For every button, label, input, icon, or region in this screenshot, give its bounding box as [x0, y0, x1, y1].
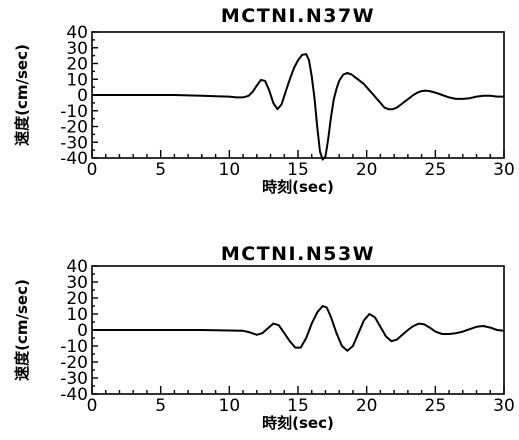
y-axis-label: 速度(cm/sec)	[13, 44, 31, 146]
y-tick-label: 30	[66, 39, 88, 59]
x-tick-label: 30	[493, 396, 515, 416]
y-tick-label: -30	[60, 133, 88, 153]
x-tick-label: 20	[356, 396, 378, 416]
x-tick-label: 5	[155, 396, 166, 416]
y-tick-label: 0	[77, 321, 88, 341]
x-tick-label: 25	[425, 160, 447, 180]
chart-title: MCTNI.N53W	[221, 243, 375, 265]
x-axis: 0 5 10 15 20 25 30	[87, 386, 515, 416]
x-axis: 0 5 10 15 20 25 30	[87, 150, 515, 180]
x-tick-label: 5	[155, 160, 166, 180]
y-tick-label: 10	[66, 305, 88, 325]
x-tick-label: 15	[287, 160, 309, 180]
y-tick-label: -20	[60, 118, 88, 138]
y-tick-label: -10	[60, 337, 88, 357]
x-tick-label: 30	[493, 160, 515, 180]
x-tick-label: 10	[219, 396, 241, 416]
y-tick-label: 20	[66, 55, 88, 75]
x-axis-label: 時刻(sec)	[262, 178, 334, 196]
y-tick-label: 40	[66, 23, 88, 43]
x-tick-label: 0	[87, 396, 98, 416]
y-tick-label: 20	[66, 289, 88, 309]
y-tick-label: 40	[66, 257, 88, 277]
y-tick-label: -40	[60, 149, 88, 169]
velocity-trace	[92, 305, 505, 352]
y-axis-label: 速度(cm/sec)	[13, 279, 31, 381]
y-tick-label: 10	[66, 70, 88, 90]
x-tick-label: 25	[425, 396, 447, 416]
x-tick-label: 20	[356, 160, 378, 180]
x-tick-label: 0	[87, 160, 98, 180]
y-tick-label: -40	[60, 385, 88, 405]
chart-title: MCTNI.N37W	[221, 5, 375, 27]
y-tick-label: -10	[60, 102, 88, 122]
y-tick-label: -30	[60, 369, 88, 389]
x-axis-label: 時刻(sec)	[262, 414, 334, 432]
x-tick-label: 15	[287, 396, 309, 416]
x-tick-label: 10	[219, 160, 241, 180]
velocity-trace	[92, 53, 504, 161]
y-tick-label: 0	[77, 86, 88, 106]
y-tick-label: 30	[66, 273, 88, 293]
y-tick-label: -20	[60, 353, 88, 373]
